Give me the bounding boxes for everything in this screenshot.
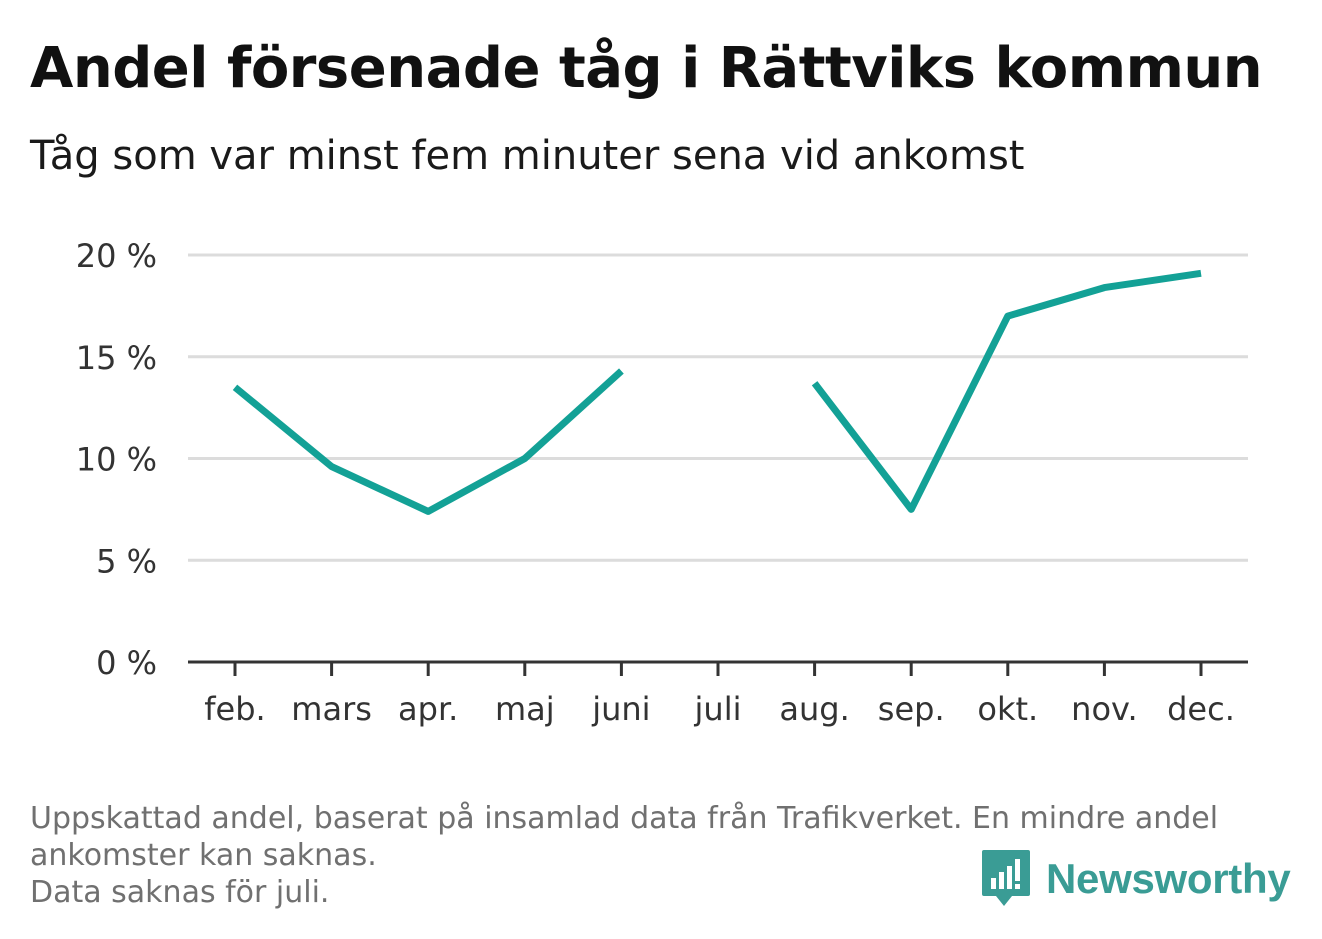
x-tick-label: aug. bbox=[779, 690, 849, 728]
footnote-line: Uppskattad andel, baserat på insamlad da… bbox=[30, 801, 1219, 836]
chart-title: Andel försenade tåg i Rättviks kommun bbox=[30, 36, 1263, 101]
newsworthy-logo-icon bbox=[982, 850, 1030, 906]
y-axis-ticks: 0 % 5 % 10 % 15 % 20 % bbox=[76, 237, 157, 682]
series-lines bbox=[232, 269, 1202, 515]
x-tick-label: apr. bbox=[398, 690, 458, 728]
x-tick-label: okt. bbox=[977, 690, 1038, 728]
chart-subtitle: Tåg som var minst fem minuter sena vid a… bbox=[30, 133, 1025, 179]
x-tick-label: dec. bbox=[1167, 690, 1235, 728]
x-tick-label: mars bbox=[291, 690, 372, 728]
x-tick-label: juni bbox=[591, 690, 650, 728]
y-tick-label: 10 % bbox=[76, 441, 157, 479]
y-tick-label: 5 % bbox=[96, 542, 157, 580]
x-tick-label: nov. bbox=[1071, 690, 1137, 728]
x-tick-label: maj bbox=[495, 690, 555, 728]
x-tick-label: sep. bbox=[878, 690, 945, 728]
line-chart: 0 % 5 % 10 % 15 % 20 % feb. mars apr. maj juni ju… bbox=[76, 237, 1248, 728]
brand-name: Newsworthy bbox=[1046, 855, 1291, 902]
grid-lines bbox=[188, 253, 1248, 562]
x-axis-ticks: feb. mars apr. maj juni juli aug. sep. okt. nov. d… bbox=[204, 662, 1235, 728]
y-tick-label: 20 % bbox=[76, 237, 157, 275]
y-tick-label: 0 % bbox=[96, 644, 157, 682]
series-line-segment bbox=[232, 368, 624, 515]
x-tick-label: feb. bbox=[204, 690, 265, 728]
footnote-line: ankomster kan saknas. bbox=[30, 838, 377, 873]
footnote-line: Data saknas för juli. bbox=[30, 875, 330, 910]
brand-logo: Newsworthy bbox=[980, 848, 1291, 910]
footnote: Uppskattad andel, baserat på insamlad da… bbox=[30, 800, 1280, 911]
series-line-segment bbox=[811, 269, 1202, 513]
y-tick-label: 15 % bbox=[76, 339, 157, 377]
x-tick-label: juli bbox=[694, 690, 742, 728]
